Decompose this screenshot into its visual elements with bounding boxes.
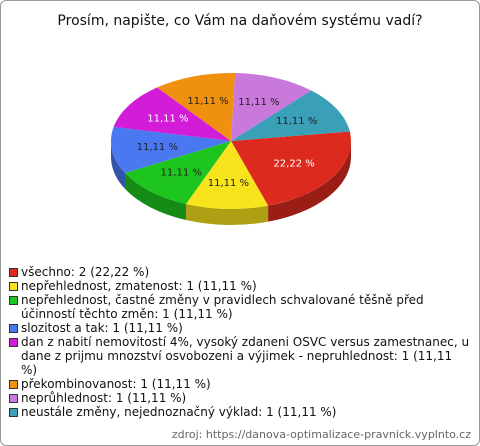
legend-item: neprůhlednost: 1 (11,11 %) — [9, 391, 471, 405]
legend-item: překombinovanost: 1 (11,11 %) — [9, 377, 471, 391]
legend-swatch — [9, 282, 18, 291]
legend-item: nepřehlednost, zmatenost: 1 (11,11 %) — [9, 279, 471, 293]
legend-swatch — [9, 408, 18, 417]
slice-side — [186, 204, 269, 225]
value-label: 11,11 % — [161, 167, 202, 178]
legend-swatch — [9, 268, 18, 277]
legend-item: dan z nabití nemovitostí 4%, vysoký zdan… — [9, 335, 471, 377]
legend-label: neustále změny, nejednoznačný výklad: 1 … — [21, 405, 337, 419]
slice — [231, 131, 351, 206]
legend-swatch — [9, 296, 18, 305]
legend-item: všechno: 2 (22,22 %) — [9, 265, 471, 279]
legend-item: neustále změny, nejednoznačný výklad: 1 … — [9, 405, 471, 419]
slice-side — [268, 141, 351, 222]
value-label: 22,22 % — [273, 158, 314, 169]
value-label: 11,11 % — [238, 97, 279, 108]
value-label: 11,11 % — [208, 178, 249, 189]
slice-side — [125, 172, 187, 221]
slice — [157, 72, 236, 141]
value-label: 11,11 % — [147, 114, 188, 125]
slice — [111, 126, 231, 173]
slice — [231, 90, 350, 141]
slice — [231, 73, 312, 141]
legend: všechno: 2 (22,22 %) nepřehlednost, zmate… — [9, 265, 471, 419]
source: zdroj: https://danova-optimalizace-pravn… — [171, 428, 471, 441]
legend-item: nepřehlednost, častné změny v pravidlech… — [9, 293, 471, 321]
legend-label: dan z nabití nemovitostí 4%, vysoký zdan… — [21, 335, 470, 377]
legend-label: slozitost a tak: 1 (11,11 %) — [21, 321, 183, 335]
legend-swatch — [9, 324, 18, 333]
legend-label: nepřehlednost, častné změny v pravidlech… — [21, 293, 424, 321]
slice — [125, 141, 231, 205]
slice-side — [111, 141, 126, 189]
slice — [186, 141, 269, 209]
pie-area: Prosím, napište, co Vám na daňovém systé… — [57, 13, 423, 225]
legend-swatch — [9, 394, 18, 403]
chart-title: Prosím, napište, co Vám na daňovém systé… — [57, 13, 422, 29]
legend-item: slozitost a tak: 1 (11,11 %) — [9, 321, 471, 335]
value-label: 11,11 % — [187, 96, 228, 107]
legend-swatch — [9, 380, 18, 389]
legend-label: všechno: 2 (22,22 %) — [21, 265, 150, 279]
legend-label: nepřehlednost, zmatenost: 1 (11,11 %) — [21, 279, 257, 293]
legend-swatch — [9, 338, 18, 347]
value-label: 11,11 % — [137, 142, 178, 153]
legend-label: překombinovanost: 1 (11,11 %) — [21, 377, 211, 391]
slice — [113, 87, 231, 141]
value-label: 11,11 % — [276, 116, 317, 127]
legend-label: neprůhlednost: 1 (11,11 %) — [21, 391, 187, 405]
